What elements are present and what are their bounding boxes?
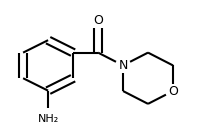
Text: O: O [168, 85, 178, 98]
Text: O: O [93, 14, 103, 27]
Text: N: N [118, 59, 128, 72]
Text: NH₂: NH₂ [37, 114, 59, 124]
